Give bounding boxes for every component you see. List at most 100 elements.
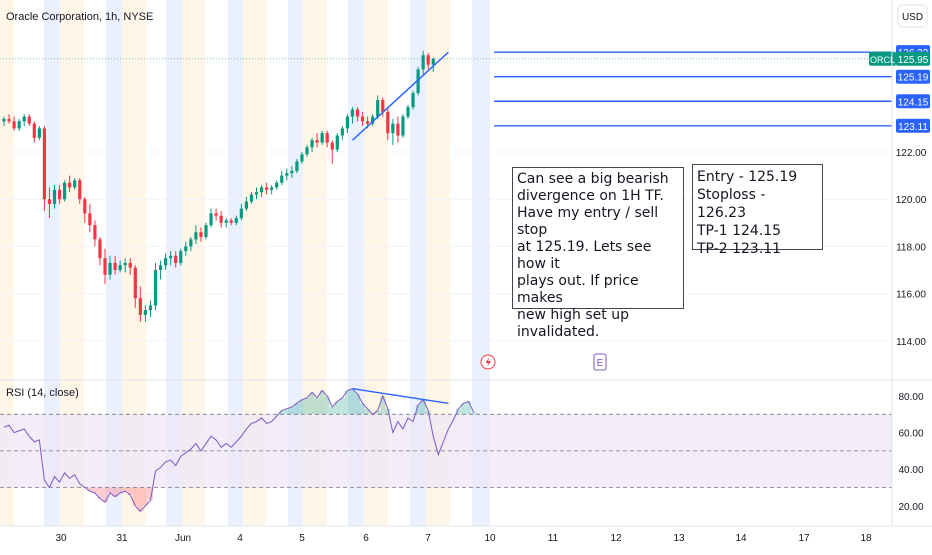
candle-body [98,239,102,259]
session-band [228,0,243,526]
candle [290,166,294,178]
candle [416,67,420,96]
candle-body [27,116,31,124]
candle [270,185,274,195]
candle-body [153,270,158,306]
analysis-note[interactable]: Can see a big bearish divergence on 1H T… [512,167,684,340]
candle [305,144,309,157]
candle [381,97,385,117]
candle [229,218,233,226]
candle-body [12,121,16,129]
candle-body [164,258,168,266]
candle [98,236,102,266]
candle [350,107,355,124]
rsi-tick-label: 40.00 [898,465,923,476]
grid [0,58,892,342]
candle [42,126,46,211]
candle [386,107,390,141]
candle-body [416,69,420,93]
level-price-badge [896,94,930,109]
candle [103,248,107,285]
session-band [0,0,14,526]
rsi-tick-label: 80.00 [898,392,923,403]
candle-body [219,215,223,223]
candle-body [103,258,107,275]
candle-body [249,194,254,202]
candle [239,203,243,221]
candle-body [169,255,173,259]
price-tick-label: 114.00 [896,337,926,348]
time-tick-label: 13 [673,533,685,544]
candle [295,159,299,174]
price-scale-bg [893,0,932,526]
candle [169,251,173,266]
session-band [182,0,205,526]
session-band [410,0,426,526]
candle-body [421,55,425,70]
time-tick-label: 18 [860,533,872,544]
session-band [288,0,303,526]
candle-body [330,142,334,150]
candle-body [179,251,183,263]
lightning-icon [485,357,491,367]
symbol-badge[interactable] [869,51,896,66]
session-band [348,0,364,526]
candle-body [239,208,243,219]
candle [335,133,339,152]
candle [57,185,62,204]
symbol-label: ORCL [870,55,895,65]
candle [234,215,238,226]
candle-body [108,262,112,275]
candle-body [63,182,67,200]
levels-note[interactable]: Entry - 125.19 Stoploss - 126.23 TP-1 12… [692,164,823,257]
candle [249,192,254,204]
candle-body [138,298,142,315]
candle [118,260,122,273]
candle [315,133,319,148]
candle-body [355,109,360,117]
candle-body [275,182,279,188]
candle-body [345,116,349,129]
candle-body [315,140,319,143]
candle [179,248,183,266]
candle-body [78,180,82,200]
candle [421,50,425,75]
candle-body [270,187,274,190]
candle-body [194,232,198,240]
candle-body [83,199,87,214]
candle-body [431,58,435,65]
candle-body [234,218,238,223]
candle-body [295,161,299,171]
candle [63,180,67,202]
candle-body [128,262,132,268]
level-price-label: 123.11 [898,122,928,133]
candle [310,137,314,152]
candle-body [285,173,289,176]
candle [426,52,430,70]
time-tick-label: 17 [798,533,810,544]
currency-button[interactable] [897,4,928,28]
candle [158,260,163,280]
candle [219,211,223,228]
time-scale[interactable]: 30 31 Jun 4 5 6 7 10 11 12 13 14 17 18 [0,525,932,550]
rsi-divergence-line[interactable] [352,387,449,405]
trendline[interactable] [351,51,449,141]
candle-body [335,135,339,150]
candle [52,185,57,209]
price-scale[interactable]: 122.00 120.00 118.00 116.00 114.00 80.00 60.00… [869,0,932,526]
time-tick-label: Jun [175,533,191,544]
candle-body [68,182,72,188]
candle-body [381,100,385,112]
candle [401,114,405,138]
candle-body [42,128,46,200]
dividend-marker[interactable] [480,354,496,370]
earnings-marker[interactable]: E [593,353,607,371]
rsi-overbought-fill [279,388,477,415]
candle [275,180,279,190]
candle-body [88,213,92,226]
candle-body [376,100,380,117]
candle-body [320,133,324,143]
candle [224,218,228,228]
candle-body [158,265,163,270]
